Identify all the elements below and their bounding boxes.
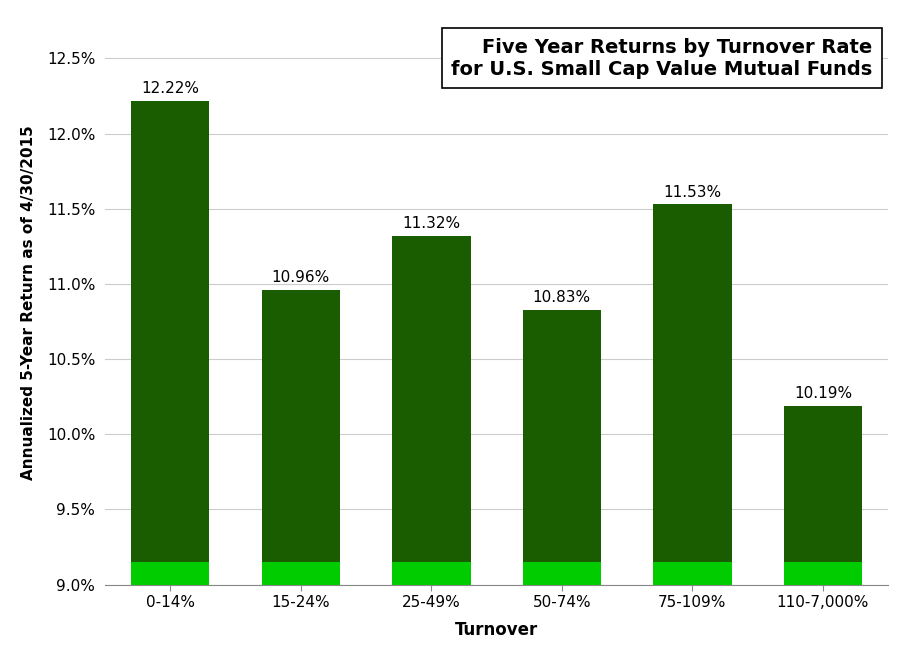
Bar [654, 204, 732, 585]
Bar [262, 562, 340, 585]
Y-axis label: Annualized 5-Year Return as of 4/30/2015: Annualized 5-Year Return as of 4/30/2015 [21, 125, 35, 480]
Text: 10.83%: 10.83% [533, 290, 591, 305]
Bar [392, 562, 471, 585]
Text: 12.22%: 12.22% [141, 81, 199, 96]
Text: 11.32%: 11.32% [403, 216, 460, 231]
Bar [262, 290, 340, 585]
Bar [392, 236, 471, 585]
Text: Five Year Returns by Turnover Rate
for U.S. Small Cap Value Mutual Funds: Five Year Returns by Turnover Rate for U… [451, 38, 873, 79]
Bar [523, 562, 601, 585]
Bar [131, 100, 209, 585]
X-axis label: Turnover: Turnover [455, 621, 538, 639]
Text: 11.53%: 11.53% [664, 185, 722, 200]
Text: 10.96%: 10.96% [272, 271, 330, 285]
Text: 10.19%: 10.19% [794, 386, 852, 401]
Bar [131, 562, 209, 585]
Bar [654, 562, 732, 585]
Bar [523, 310, 601, 585]
Bar [784, 562, 862, 585]
Bar [784, 406, 862, 585]
